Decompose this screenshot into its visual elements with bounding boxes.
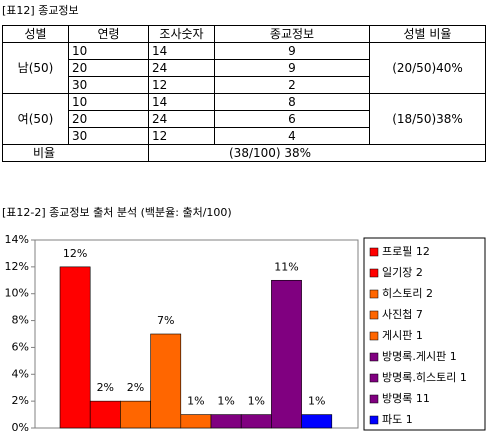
table-cell: 10 (68, 93, 149, 111)
bar (271, 279, 302, 429)
table: 성별 연령 조사숫자 종교정보 성별 비율 남(50) 10 14 9 (20/50)40% 20 2… (2, 25, 486, 162)
data-label: 1% (187, 395, 204, 408)
legend-swatch (369, 352, 379, 362)
bar (89, 400, 121, 429)
y-tick-label: 4% (12, 367, 29, 380)
legend-label: 방명록 11 (382, 392, 430, 405)
table-cell: 30 (68, 127, 149, 145)
header-cell: 성별 비율 (369, 25, 486, 43)
table-cell: (18/50)38% (369, 93, 486, 145)
table-cell: 14 (148, 93, 215, 111)
y-tick-label: 14% (5, 233, 29, 246)
table-cell: 2 (214, 76, 370, 94)
legend-label: 사진첩 7 (382, 308, 423, 321)
legend-label: 방명록.히스토리 1 (382, 370, 467, 384)
table-cell: 남(50) (2, 42, 69, 94)
legend-swatch (369, 373, 379, 383)
data-label: 1% (217, 395, 234, 408)
table-cell: 24 (148, 110, 215, 128)
data-label: 7% (157, 314, 174, 327)
table-cell: 12 (148, 127, 215, 145)
table-cell: (20/50)40% (369, 42, 486, 94)
bar (59, 266, 91, 429)
legend-label: 일기장 2 (382, 265, 423, 279)
bar (120, 400, 151, 429)
legend-label: 히스토리 2 (382, 286, 433, 300)
table-cell: 9 (214, 59, 370, 77)
chart-title: [표12-2] 종교정보 출처 분석 (백분율: 출처/100) (2, 206, 232, 219)
data-label: 12% (63, 247, 87, 260)
table-cell: 14 (148, 42, 215, 60)
table-title: [표12] 종교정보 (2, 4, 79, 17)
table-row: 여(50) 10 14 8 (18/50)38% (2, 93, 486, 145)
bar (240, 414, 272, 429)
data-label: 1% (308, 395, 325, 408)
legend-swatch (369, 394, 379, 404)
table-row: 성별 연령 조사숫자 종교정보 성별 비율 (2, 25, 486, 43)
bar (301, 414, 333, 429)
legend-label: 파도 1 (382, 413, 413, 426)
legend-swatch (369, 268, 379, 278)
table-cell: 4 (214, 127, 370, 145)
table-cell: 20 (68, 59, 149, 77)
table-cell: 6 (214, 110, 370, 128)
legend-swatch (369, 310, 379, 320)
data-label: 2% (127, 381, 144, 394)
y-tick-label: 0% (12, 421, 29, 434)
table-cell: 9 (214, 42, 370, 60)
table-cell: 8 (214, 93, 370, 111)
y-tick-label: 8% (12, 314, 29, 327)
bar (180, 414, 212, 429)
table-cell: 24 (148, 59, 215, 77)
bar (210, 414, 242, 429)
data-label: 11% (274, 260, 298, 273)
y-tick-label: 10% (5, 287, 29, 300)
legend-label: 프로필 12 (382, 245, 430, 258)
legend-box (363, 237, 486, 431)
legend-label: 게시판 1 (382, 329, 423, 342)
legend-swatch (369, 289, 379, 299)
bar (150, 333, 182, 429)
header-cell: 종교정보 (214, 25, 370, 43)
table-cell: 20 (68, 110, 149, 128)
table-cell: 12 (148, 76, 215, 94)
legend-label: 방명록.게시판 1 (382, 350, 457, 363)
legend-swatch (369, 415, 379, 425)
chart: [표12-2] 종교정보 출처 분석 (백분율: 출처/100) 0% 2% 4% 6… (2, 206, 486, 434)
y-tick-label: 12% (5, 260, 29, 273)
header-cell: 연령 (68, 25, 149, 43)
footer-cell: 비율 (2, 144, 149, 162)
table-row: 남(50) 10 14 9 (20/50)40% (2, 42, 486, 94)
legend-swatch (369, 247, 379, 257)
table-row: 비율 (38/100) 38% (2, 144, 486, 162)
data-label: 1% (248, 395, 265, 408)
header-cell: 조사숫자 (148, 25, 215, 43)
y-tick-label: 6% (12, 340, 29, 353)
footer-cell: (38/100) 38% (148, 144, 486, 162)
data-label: 2% (97, 381, 114, 394)
table-cell: 여(50) (2, 93, 69, 145)
y-tick-label: 2% (12, 394, 29, 407)
table-cell: 30 (68, 76, 149, 94)
table-cell: 10 (68, 42, 149, 60)
header-cell: 성별 (2, 25, 69, 43)
legend-swatch (369, 331, 379, 341)
